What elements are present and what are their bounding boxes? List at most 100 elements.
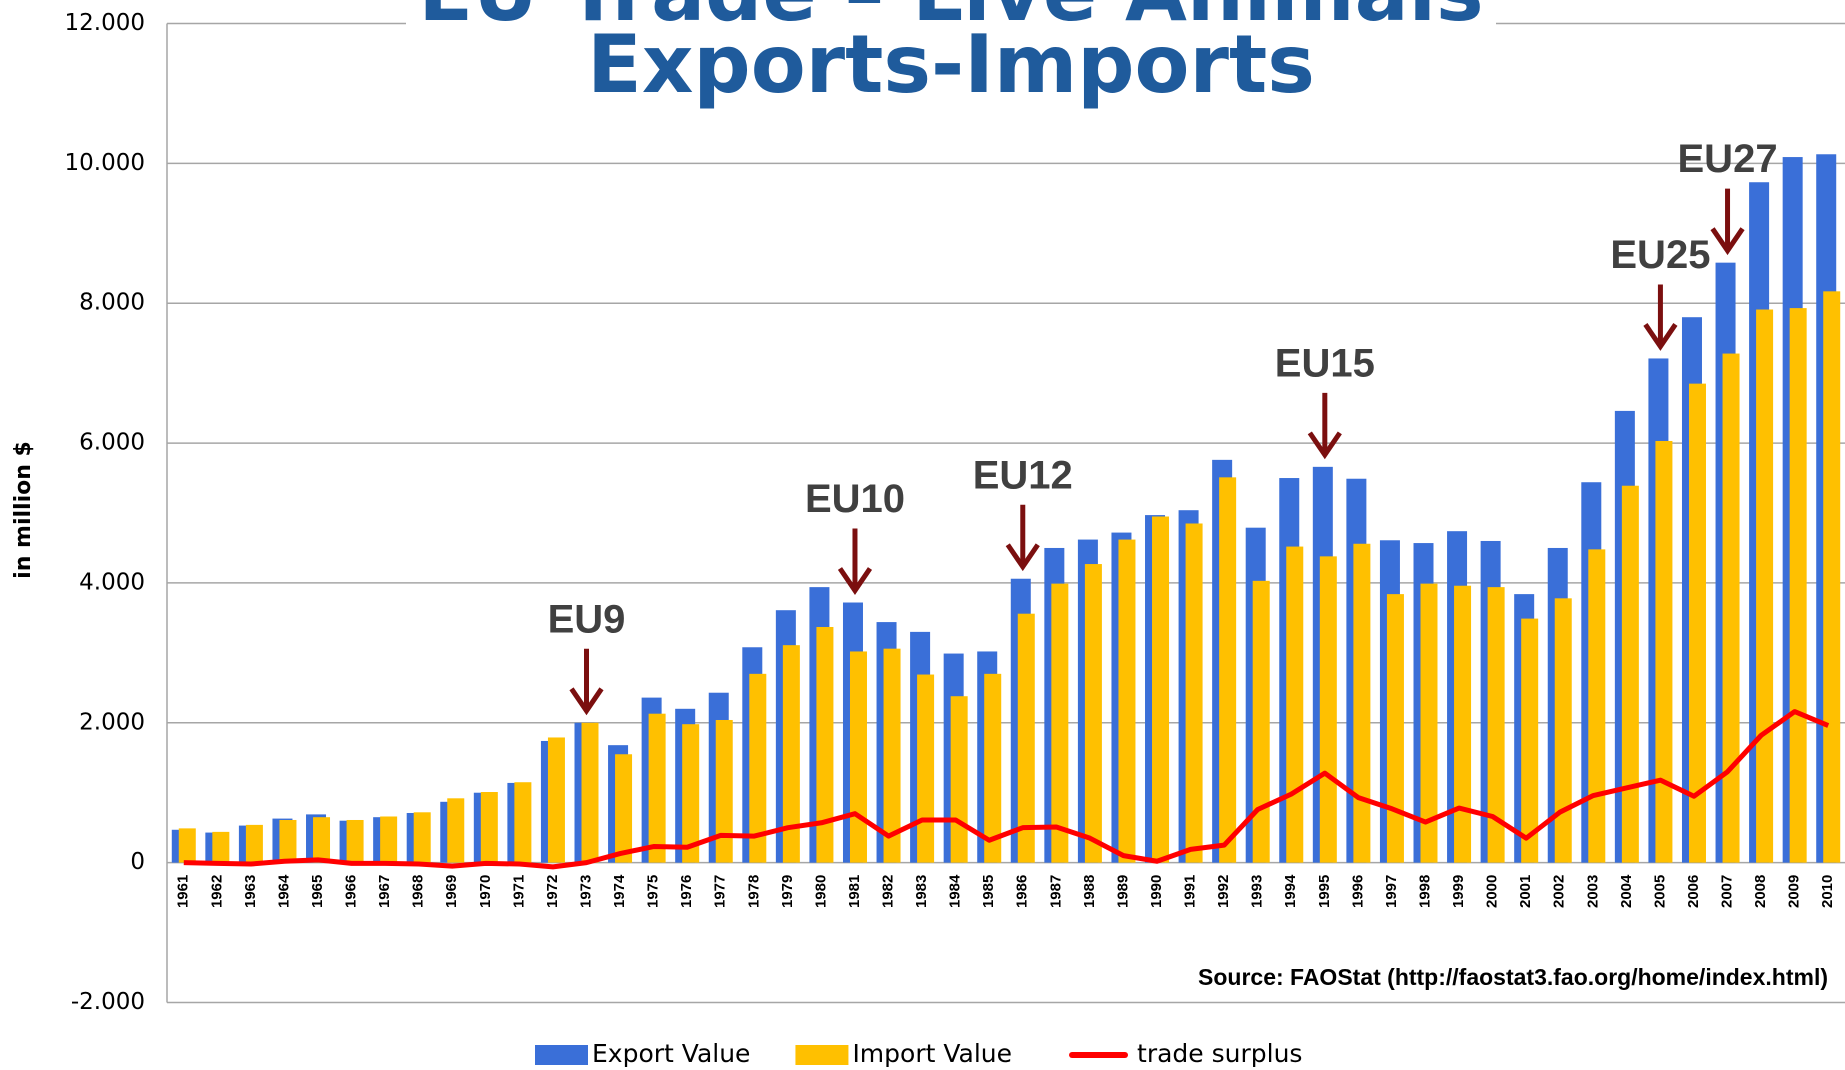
y-tick-label: 8.000 — [79, 290, 145, 316]
bar — [514, 782, 532, 863]
bar — [1655, 440, 1673, 863]
bar — [917, 674, 935, 863]
arrow-head — [1710, 227, 1745, 256]
x-tick-label: 1961 — [175, 875, 192, 908]
x-tick-label: 2004 — [1618, 874, 1635, 908]
y-tick-label: 10.000 — [65, 150, 145, 176]
y-tick-label: 2.000 — [79, 709, 145, 735]
x-tick-label: 2003 — [1584, 875, 1601, 908]
bar — [1420, 583, 1438, 863]
x-tick-label: 1999 — [1450, 875, 1467, 908]
legend-label: Export Value — [592, 1039, 750, 1068]
bar — [849, 651, 867, 863]
arrow-head — [837, 567, 873, 595]
bar — [1118, 539, 1136, 863]
chart-subtitle: Exports-Imports — [587, 18, 1315, 111]
x-tick-label: 1993 — [1249, 875, 1266, 908]
arrow-head — [1307, 431, 1342, 460]
x-tick-label: 1964 — [275, 874, 292, 908]
legend-label: trade surplus — [1137, 1039, 1302, 1068]
bar — [1521, 618, 1539, 863]
x-tick-label: 1992 — [1215, 875, 1232, 908]
x-tick-label: 2007 — [1719, 875, 1736, 908]
x-tick-label: 1967 — [376, 875, 393, 908]
bar — [1554, 598, 1572, 863]
annotation: EU27 — [1678, 137, 1778, 181]
x-tick-label: 1998 — [1416, 875, 1433, 908]
y-tick-label: 12.000 — [65, 10, 145, 36]
x-tick-label: 2001 — [1517, 875, 1534, 908]
bar — [715, 719, 733, 863]
x-tick-label: 1978 — [745, 875, 762, 908]
x-tick-label: 1997 — [1383, 875, 1400, 908]
bar — [245, 824, 263, 863]
bar — [1051, 583, 1069, 863]
x-tick-label: 1995 — [1316, 875, 1333, 908]
bar — [1756, 309, 1774, 863]
bar — [749, 673, 767, 863]
arrow-head — [569, 687, 604, 716]
bar — [1286, 546, 1304, 863]
x-tick-label: 2006 — [1685, 875, 1702, 908]
bar — [615, 754, 633, 863]
x-tick-label: 1973 — [577, 875, 594, 908]
bar — [1621, 485, 1639, 863]
x-tick-label: 1986 — [1014, 875, 1031, 908]
bar — [816, 626, 834, 863]
bar — [1487, 587, 1505, 863]
x-tick-label: 1987 — [1047, 875, 1064, 908]
x-tick-label: 1982 — [880, 875, 897, 908]
bar — [782, 645, 800, 863]
bar — [480, 792, 498, 863]
x-tick-label: 1977 — [712, 875, 729, 908]
x-tick-label: 1974 — [611, 874, 628, 908]
bar — [581, 722, 599, 863]
bar — [1588, 549, 1606, 863]
x-tick-label: 1976 — [678, 875, 695, 908]
bar — [682, 724, 700, 863]
y-axis-label: in million $ — [11, 441, 36, 579]
bar — [1017, 613, 1035, 863]
bar — [1353, 543, 1371, 863]
bar — [950, 696, 968, 863]
bar — [413, 812, 431, 863]
x-tick-label: 1985 — [980, 875, 997, 908]
x-tick-label: 1980 — [812, 875, 829, 908]
x-tick-label: 1981 — [846, 875, 863, 908]
x-tick-label: 2009 — [1786, 875, 1803, 908]
legend-swatch — [795, 1045, 849, 1065]
x-tick-label: 1972 — [544, 875, 561, 908]
bar — [313, 817, 331, 863]
x-tick-label: 1996 — [1349, 875, 1366, 908]
bar — [1722, 353, 1740, 863]
line-series — [183, 709, 1830, 870]
bar — [212, 831, 230, 863]
x-tick-label: 1990 — [1148, 875, 1165, 908]
bar — [1789, 308, 1807, 863]
x-tick-label: 1991 — [1182, 875, 1199, 908]
y-tick-label: -2.000 — [71, 989, 145, 1015]
x-tick-label: 2010 — [1819, 875, 1836, 908]
x-tick-label: 1969 — [443, 875, 460, 908]
bar — [883, 648, 901, 863]
legend-swatch — [535, 1045, 588, 1065]
annotation: EU9 — [548, 597, 626, 641]
x-tick-label: 1988 — [1081, 875, 1098, 908]
legend-label: Import Value — [852, 1039, 1012, 1068]
x-tick-label: 1963 — [242, 875, 259, 908]
source-note: Source: FAOStat (http://faostat3.fao.org… — [1198, 964, 1828, 990]
bar — [648, 713, 666, 863]
y-tick-label: 0 — [130, 849, 145, 875]
bar — [346, 819, 364, 863]
bar — [178, 828, 196, 863]
x-tick-label: 1989 — [1114, 875, 1131, 908]
bar — [447, 798, 465, 863]
bar — [1386, 594, 1404, 863]
bar — [279, 819, 297, 863]
x-tick-label: 2008 — [1752, 875, 1769, 908]
bar — [984, 673, 1002, 863]
x-tick-label: 1984 — [947, 874, 964, 908]
bar — [1252, 580, 1270, 863]
bar — [380, 816, 398, 863]
y-tick-label: 6.000 — [79, 430, 145, 456]
